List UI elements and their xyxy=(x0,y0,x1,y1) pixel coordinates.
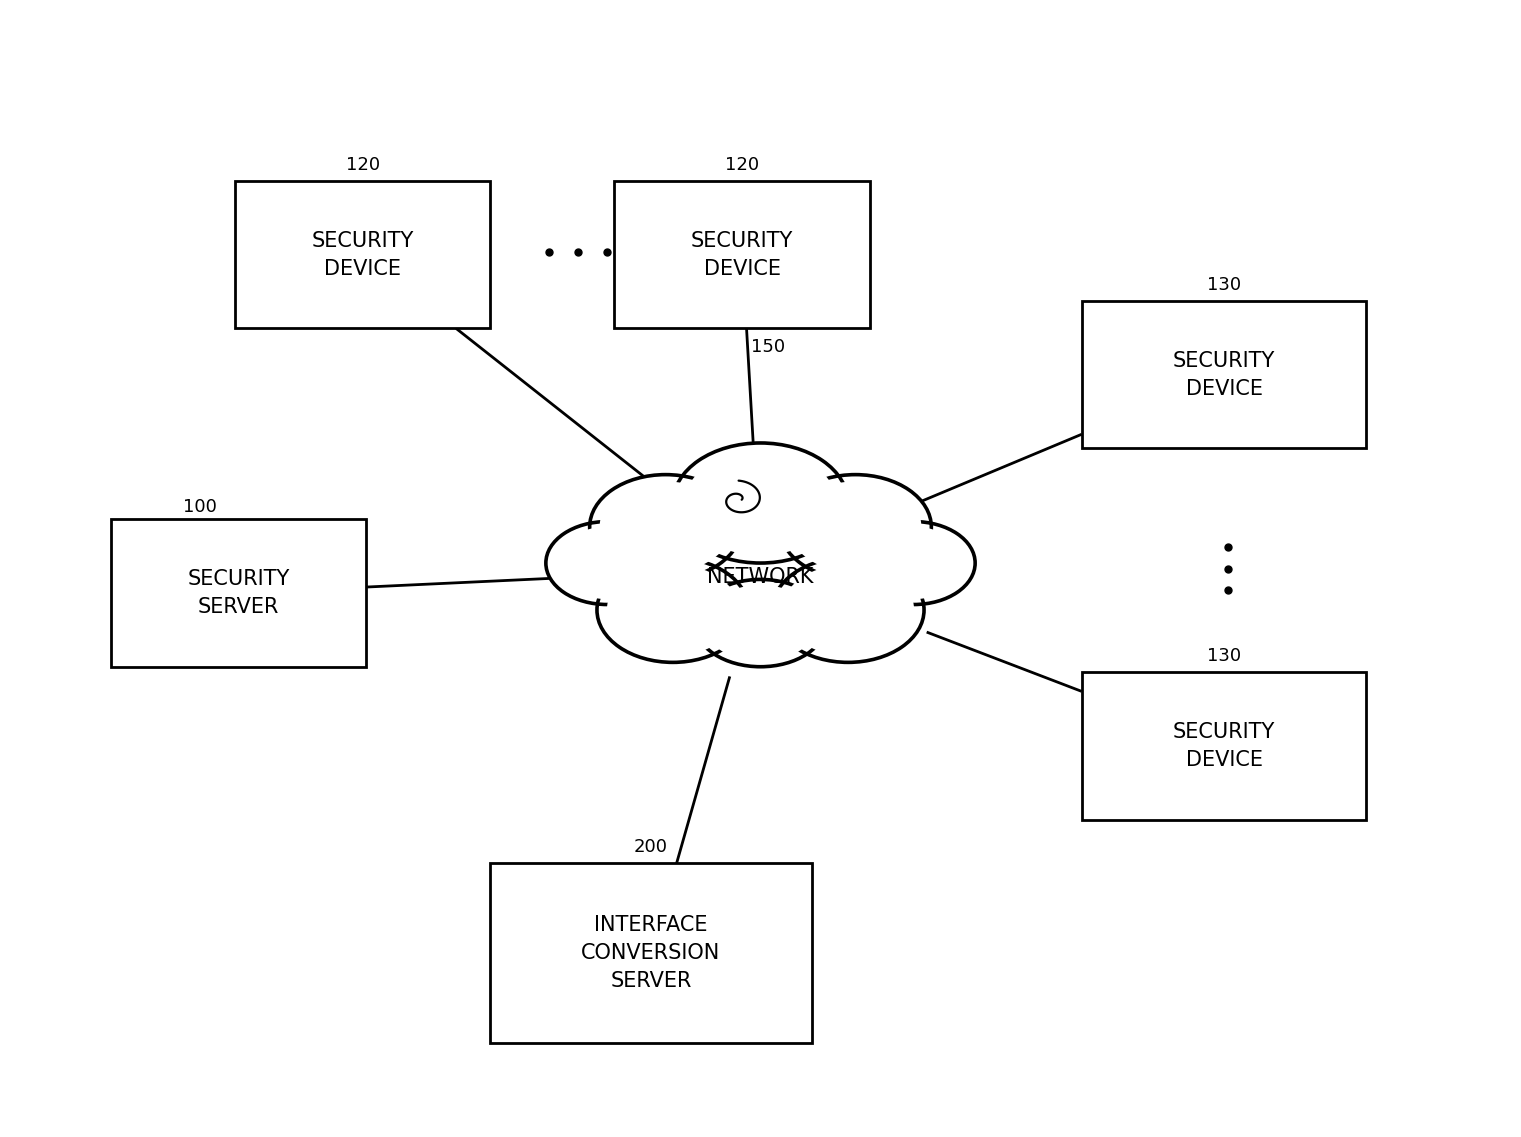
Text: 130: 130 xyxy=(1208,647,1241,665)
Ellipse shape xyxy=(703,586,818,661)
Ellipse shape xyxy=(852,522,975,605)
Ellipse shape xyxy=(546,522,669,605)
Text: 150: 150 xyxy=(751,338,785,356)
Ellipse shape xyxy=(861,526,967,599)
FancyBboxPatch shape xyxy=(490,863,812,1044)
Text: 100: 100 xyxy=(183,498,218,516)
Text: SECURITY
DEVICE: SECURITY DEVICE xyxy=(312,231,414,279)
Text: 130: 130 xyxy=(1208,275,1241,293)
Text: SECURITY
DEVICE: SECURITY DEVICE xyxy=(1173,350,1275,399)
Ellipse shape xyxy=(607,564,739,656)
Text: NETWORK: NETWORK xyxy=(707,567,814,587)
Text: 120: 120 xyxy=(726,156,759,174)
Text: 200: 200 xyxy=(634,838,668,856)
Text: 120: 120 xyxy=(345,156,380,174)
Text: INTERFACE
CONVERSION
SERVER: INTERFACE CONVERSION SERVER xyxy=(581,915,721,991)
Ellipse shape xyxy=(773,557,925,663)
Ellipse shape xyxy=(789,481,922,573)
Ellipse shape xyxy=(554,526,660,599)
FancyBboxPatch shape xyxy=(111,520,367,666)
FancyBboxPatch shape xyxy=(1081,301,1366,448)
Ellipse shape xyxy=(779,474,931,580)
Text: SECURITY
DEVICE: SECURITY DEVICE xyxy=(691,231,794,279)
Ellipse shape xyxy=(590,474,742,580)
Ellipse shape xyxy=(672,443,849,563)
FancyBboxPatch shape xyxy=(1081,672,1366,820)
Text: SECURITY
DEVICE: SECURITY DEVICE xyxy=(1173,722,1275,770)
Ellipse shape xyxy=(684,450,837,555)
Ellipse shape xyxy=(695,580,826,666)
Ellipse shape xyxy=(599,481,732,573)
Ellipse shape xyxy=(782,564,914,656)
FancyBboxPatch shape xyxy=(234,181,490,329)
Ellipse shape xyxy=(596,557,748,663)
FancyBboxPatch shape xyxy=(614,181,870,329)
Text: SECURITY
SERVER: SECURITY SERVER xyxy=(187,568,289,617)
